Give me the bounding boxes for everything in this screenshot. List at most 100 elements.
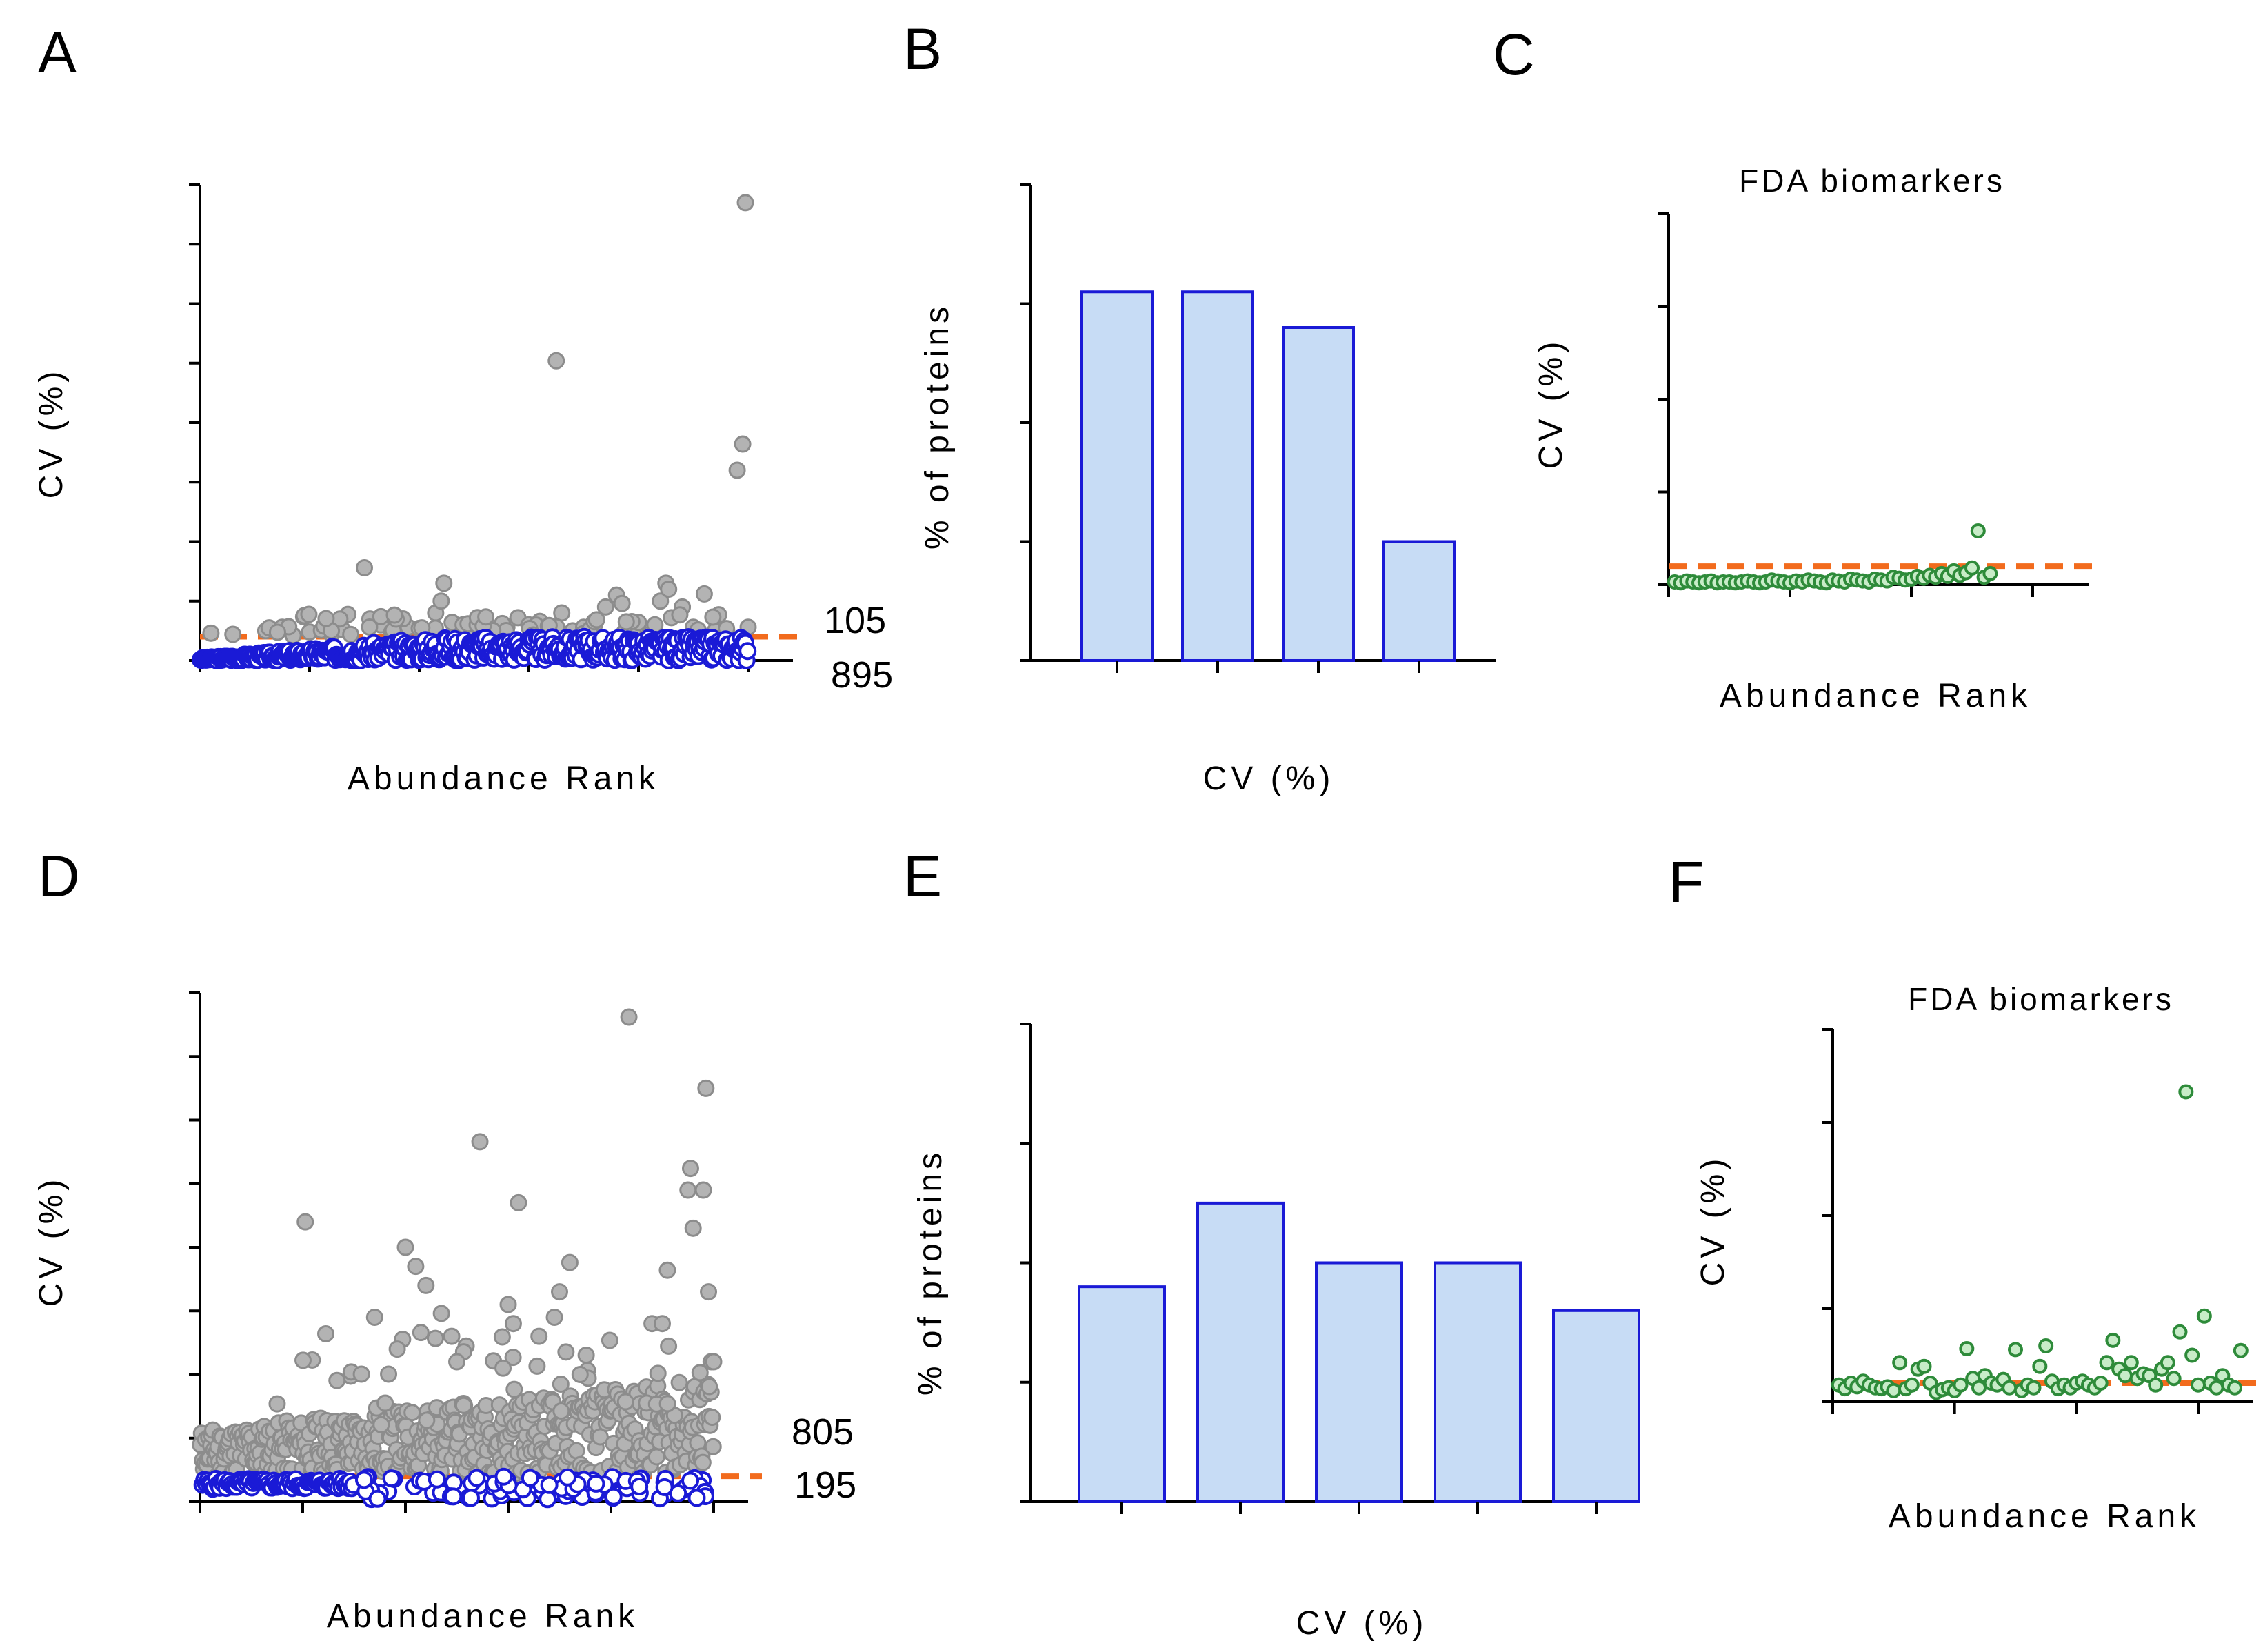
green-point: [2196, 1308, 2212, 1324]
grey-point: [601, 1331, 618, 1349]
blue-point: [630, 1478, 649, 1496]
grey-point: [352, 1365, 370, 1383]
blue-point: [587, 1474, 605, 1493]
grey-point: [616, 1393, 634, 1411]
blue-point: [461, 1489, 480, 1507]
grey-point: [477, 608, 495, 626]
grey-point: [703, 1409, 721, 1427]
grey-point: [660, 581, 678, 598]
panel-a: A Abundance Rank CV (%) 105 895: [33, 20, 893, 797]
grey-point: [317, 610, 335, 627]
grey-point: [704, 1438, 722, 1455]
grey-point: [591, 1428, 609, 1446]
grey-point: [268, 1395, 286, 1413]
grey-point: [649, 1364, 667, 1382]
panel-d-count-above: 805: [792, 1411, 854, 1453]
blue-point: [467, 1469, 486, 1487]
green-point: [2227, 1380, 2242, 1396]
grey-point: [734, 435, 752, 453]
grey-point: [700, 1283, 718, 1301]
grey-point: [596, 598, 614, 616]
green-point: [2026, 1380, 2042, 1396]
green-point: [2105, 1332, 2121, 1348]
grey-point: [380, 1365, 398, 1383]
grey-point: [695, 585, 713, 603]
green-point: [1971, 1380, 1987, 1396]
panel-b-xlabel: CV (%): [1203, 760, 1335, 797]
grey-point: [328, 1371, 346, 1389]
green-point: [1904, 1377, 1920, 1393]
grey-point: [224, 625, 242, 643]
grey-point: [418, 1411, 436, 1429]
blue-point: [681, 1471, 700, 1490]
grey-point: [571, 1366, 589, 1383]
panel-d-count-below: 195: [794, 1464, 856, 1506]
panel-f-title: FDA biomarkers: [1908, 981, 2174, 1017]
grey-point: [443, 1327, 461, 1345]
grey-point: [356, 558, 373, 576]
panel-b-letter: B: [903, 17, 942, 81]
grey-point: [300, 605, 318, 623]
grey-point: [505, 1380, 523, 1398]
green-point: [1959, 1341, 1975, 1357]
grey-point: [652, 592, 670, 610]
panel-b-ylabel: % of proteins: [919, 303, 956, 550]
grey-point: [658, 1261, 676, 1279]
grey-point: [493, 1328, 511, 1346]
green-point: [2118, 1368, 2133, 1384]
grey-point: [701, 1378, 718, 1396]
blue-point: [540, 1475, 559, 1494]
grey-point: [454, 1396, 472, 1414]
green-point: [2123, 1355, 2139, 1371]
green-point: [2032, 1358, 2048, 1374]
blue-point: [444, 1487, 463, 1506]
bar: [1315, 1261, 1403, 1503]
grey-point: [552, 1402, 570, 1420]
grey-point: [376, 1394, 394, 1412]
blue-point: [687, 1489, 706, 1507]
grey-point: [510, 1193, 527, 1211]
blue-point: [738, 642, 757, 661]
green-point: [1964, 560, 1980, 576]
panel-e: E CV (%) % of proteins: [903, 844, 1640, 1642]
grey-point: [342, 625, 360, 643]
grey-point: [528, 1357, 546, 1375]
grey-point: [547, 352, 565, 370]
grey-point: [396, 1238, 414, 1256]
blue-point: [539, 1490, 557, 1509]
grey-point: [417, 1276, 435, 1294]
panel-f-plot: [1822, 1028, 2263, 1414]
panel-e-plot: [1020, 1023, 1640, 1514]
green-point: [2191, 1377, 2206, 1393]
green-point: [2038, 1338, 2054, 1353]
grey-point: [372, 1416, 390, 1433]
blue-point: [655, 1478, 674, 1496]
green-point: [2172, 1324, 2188, 1340]
panel-f-xlabel: Abundance Rank: [1889, 1498, 2200, 1535]
grey-point: [494, 1359, 512, 1377]
panel-e-ylabel: % of proteins: [912, 1149, 949, 1396]
panel-c-plot: [1658, 212, 2103, 597]
panel-a-count-below: 895: [831, 654, 893, 696]
green-point: [2093, 1376, 2109, 1391]
panel-a-xlabel: Abundance Rank: [348, 760, 659, 797]
grey-point: [268, 623, 286, 641]
grey-point: [679, 1181, 697, 1199]
grey-point: [617, 613, 635, 631]
blue-point: [521, 1469, 539, 1487]
grey-point: [670, 1373, 688, 1391]
grey-point: [435, 574, 453, 592]
grey-point: [388, 1340, 406, 1358]
grey-point: [385, 606, 403, 624]
grey-point: [704, 608, 722, 626]
grey-point: [448, 1353, 465, 1371]
grey-point: [654, 1315, 671, 1333]
green-point: [2148, 1377, 2164, 1393]
bar: [1181, 290, 1254, 662]
grey-point: [432, 1305, 450, 1322]
panel-d: D Abundance Rank CV (%) 805 195: [33, 844, 856, 1635]
bar: [1078, 1285, 1166, 1504]
green-point: [2166, 1371, 2182, 1387]
green-point: [1970, 523, 1986, 538]
grey-point: [694, 1181, 712, 1199]
